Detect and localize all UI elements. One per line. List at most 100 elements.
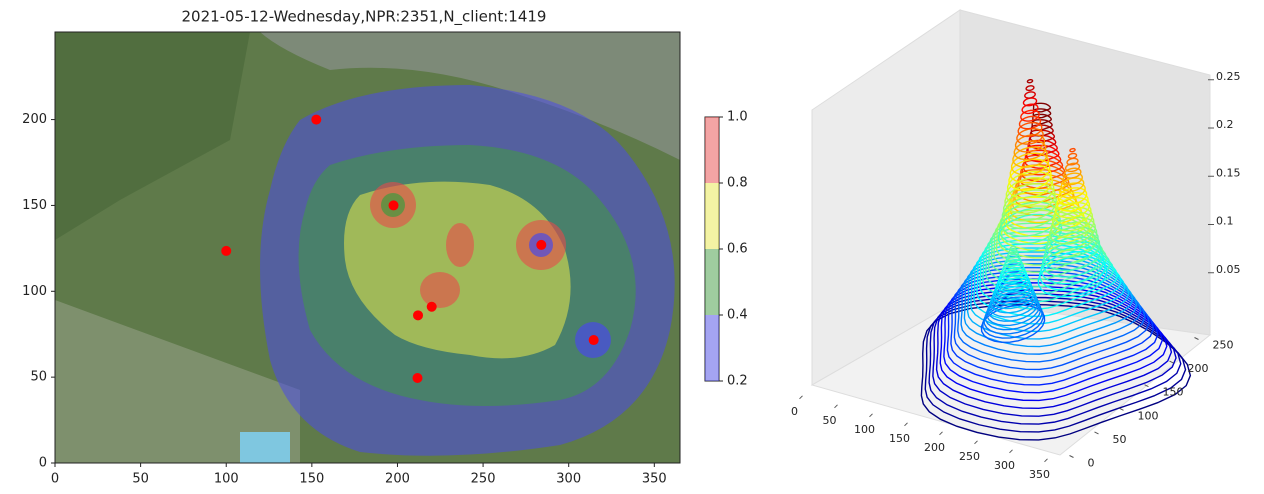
surface-contour bbox=[1021, 103, 1039, 115]
y-tick-label: 50 bbox=[1113, 433, 1127, 446]
surface-contour bbox=[1024, 149, 1062, 169]
surface-contour bbox=[1040, 246, 1105, 285]
satellite-pool bbox=[240, 432, 290, 463]
z-tick-label: 0.2 bbox=[1216, 118, 1234, 131]
surface-contour bbox=[1009, 245, 1017, 251]
surface-contour bbox=[997, 213, 1063, 253]
y-tick-label: 200 bbox=[22, 112, 47, 127]
surface-contour bbox=[963, 259, 1138, 348]
surface-contour bbox=[1043, 236, 1102, 272]
y-tick-label: 100 bbox=[22, 284, 47, 299]
surface-contour bbox=[1025, 85, 1035, 92]
x-tick-label: 300 bbox=[556, 472, 581, 487]
colorbar-label: 0.8 bbox=[727, 176, 748, 191]
y-tick bbox=[1094, 431, 1099, 435]
x-tick bbox=[834, 404, 838, 409]
x-tick-label: 150 bbox=[299, 472, 324, 487]
surface-contour bbox=[946, 278, 1159, 386]
y-tick bbox=[1069, 455, 1074, 458]
surface-contour bbox=[939, 285, 1168, 402]
surface-contour bbox=[1069, 147, 1076, 153]
surface-contour bbox=[1062, 172, 1083, 186]
y-tick bbox=[1194, 337, 1199, 340]
plot-frame bbox=[54, 31, 681, 464]
satellite-trees bbox=[55, 32, 250, 240]
surface-contour bbox=[1018, 115, 1042, 130]
x-tick-label: 200 bbox=[924, 441, 945, 454]
z-tick-label: 0.25 bbox=[1216, 70, 1241, 83]
surface-contour bbox=[920, 303, 1192, 441]
surface-contour bbox=[1025, 144, 1060, 163]
colorbar-label: 1.0 bbox=[727, 110, 748, 125]
x-tick bbox=[1009, 449, 1013, 454]
satellite-forest bbox=[260, 32, 680, 160]
surface-contour bbox=[1013, 140, 1047, 161]
y-tick-label: 100 bbox=[1138, 409, 1159, 422]
level-region bbox=[420, 272, 460, 308]
x-tick-label: 250 bbox=[471, 472, 496, 487]
x-tick-label: 0 bbox=[51, 472, 59, 487]
point bbox=[413, 310, 424, 321]
surface-contour bbox=[1007, 251, 1019, 259]
x-tick-label: 300 bbox=[994, 459, 1015, 472]
surface-contour bbox=[1022, 97, 1038, 107]
surface-contour bbox=[1001, 195, 1059, 230]
surface-contour bbox=[943, 282, 1164, 394]
surface-contour bbox=[990, 222, 1104, 281]
colorbar-segment bbox=[705, 183, 719, 249]
surface-contour bbox=[935, 289, 1173, 410]
surface-contour bbox=[987, 226, 1108, 288]
satellite-field bbox=[55, 300, 300, 463]
surface-contour bbox=[957, 266, 1146, 363]
x-tick bbox=[869, 413, 873, 418]
point bbox=[388, 200, 399, 211]
chart-title: 2021-05-12-Wednesday,NPR:2351,N_client:1… bbox=[182, 8, 547, 27]
point bbox=[412, 373, 423, 384]
z-tick-label: 0.1 bbox=[1216, 215, 1234, 228]
surface-contour bbox=[1041, 241, 1104, 278]
y-tick-label: 150 bbox=[22, 198, 47, 213]
z-tick-label: 0.05 bbox=[1216, 263, 1241, 276]
colorbar-segment bbox=[705, 315, 719, 381]
point bbox=[221, 245, 232, 256]
point bbox=[588, 335, 599, 346]
surface-contour bbox=[1008, 248, 1018, 255]
x-tick-label: 250 bbox=[959, 450, 980, 463]
colorbar-label: 0.2 bbox=[727, 374, 748, 389]
x-tick-label: 100 bbox=[854, 423, 875, 436]
surface-contour bbox=[1021, 159, 1066, 183]
colorbar-segment bbox=[705, 117, 719, 183]
point bbox=[536, 239, 547, 250]
x-tick bbox=[904, 422, 908, 427]
point bbox=[311, 114, 322, 125]
surface-contour bbox=[953, 270, 1150, 371]
surface-contour bbox=[1067, 152, 1078, 159]
pane-floor bbox=[810, 299, 1212, 456]
colorbar-segment bbox=[705, 249, 719, 315]
surface-contour bbox=[1064, 162, 1081, 173]
point bbox=[426, 301, 437, 312]
y-tick-label: 0 bbox=[39, 456, 47, 471]
y-tick-label: 250 bbox=[1213, 339, 1234, 352]
y-tick-label: 50 bbox=[30, 370, 47, 385]
surface-contour bbox=[1024, 91, 1036, 99]
x-tick-label: 350 bbox=[1029, 468, 1050, 481]
surface-contour bbox=[966, 255, 1134, 340]
surface-contour bbox=[1032, 102, 1052, 113]
level-region bbox=[446, 223, 474, 267]
x-tick bbox=[799, 395, 803, 400]
surface-contour bbox=[932, 293, 1177, 417]
x-tick bbox=[1044, 458, 1048, 463]
x-tick bbox=[939, 431, 943, 436]
z-tick-label: 0.15 bbox=[1216, 166, 1241, 179]
surface-contour bbox=[960, 263, 1142, 355]
y-tick bbox=[1144, 384, 1149, 388]
y-tick bbox=[1119, 407, 1124, 411]
surface-contour bbox=[1032, 108, 1052, 119]
colorbar-label: 0.4 bbox=[727, 308, 748, 323]
y-tick-label: 200 bbox=[1188, 362, 1209, 375]
surface-contour bbox=[1063, 167, 1082, 179]
surface-contour bbox=[1026, 78, 1034, 84]
x-tick-label: 200 bbox=[385, 472, 410, 487]
